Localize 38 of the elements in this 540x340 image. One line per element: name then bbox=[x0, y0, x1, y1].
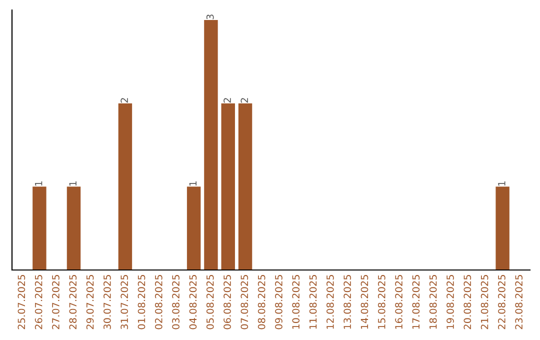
x-tick-label: 19.08.2025 bbox=[446, 275, 454, 329]
x-tick-label: 21.08.2025 bbox=[480, 275, 488, 330]
x-tick-label: 18.08.2025 bbox=[429, 275, 437, 329]
x-tick-label: 29.07.2025 bbox=[86, 275, 94, 330]
x-tick-label: 09.08.2025 bbox=[275, 275, 282, 330]
x-tick-label: 26.07.2025 bbox=[34, 275, 42, 330]
x-tick-label: 08.08.2025 bbox=[258, 275, 266, 330]
x-tick-label: 04.08.2025 bbox=[189, 275, 197, 330]
x-tick-label: 15.08.2025 bbox=[378, 275, 386, 329]
x-tick-label: 05.08.2025 bbox=[206, 275, 214, 330]
x-tick-label: 23.08.2025 bbox=[515, 275, 523, 330]
data-label: 2 bbox=[224, 98, 231, 103]
data-label: 1 bbox=[189, 181, 196, 186]
x-tick-label: 30.07.2025 bbox=[104, 275, 111, 330]
x-tick-label: 14.08.2025 bbox=[360, 275, 368, 329]
x-tick-label: 16.08.2025 bbox=[395, 275, 402, 329]
x-tick-label: 22.08.2025 bbox=[498, 275, 506, 330]
x-tick-label: 07.08.2025 bbox=[240, 275, 248, 330]
x-tick-label: 31.07.2025 bbox=[120, 275, 128, 330]
x-tick-label: 17.08.2025 bbox=[412, 275, 420, 329]
x-tick-label: 28.07.2025 bbox=[69, 275, 77, 330]
data-label: 2 bbox=[240, 98, 248, 103]
x-tick-label: 12.08.2025 bbox=[326, 275, 334, 329]
x-tick-label: 20.08.2025 bbox=[464, 275, 472, 330]
x-tick-label: 01.08.2025 bbox=[138, 275, 146, 330]
data-label: 1 bbox=[35, 181, 42, 186]
x-tick-label: 03.08.2025 bbox=[172, 275, 180, 330]
x-tick-label: 13.08.2025 bbox=[344, 275, 352, 329]
x-tick-label: 27.07.2025 bbox=[52, 275, 60, 330]
data-label: 2 bbox=[120, 98, 128, 103]
x-tick-label: 11.08.2025 bbox=[309, 275, 317, 329]
x-tick-label: 02.08.2025 bbox=[154, 275, 162, 330]
data-label: 3 bbox=[206, 14, 214, 20]
x-tick-label: 10.08.2025 bbox=[292, 275, 300, 329]
x-tick-label: 25.07.2025 bbox=[18, 275, 26, 330]
x-tick-label: 06.08.2025 bbox=[224, 275, 231, 330]
data-label: 1 bbox=[498, 181, 506, 186]
data-label: 1 bbox=[69, 181, 76, 186]
